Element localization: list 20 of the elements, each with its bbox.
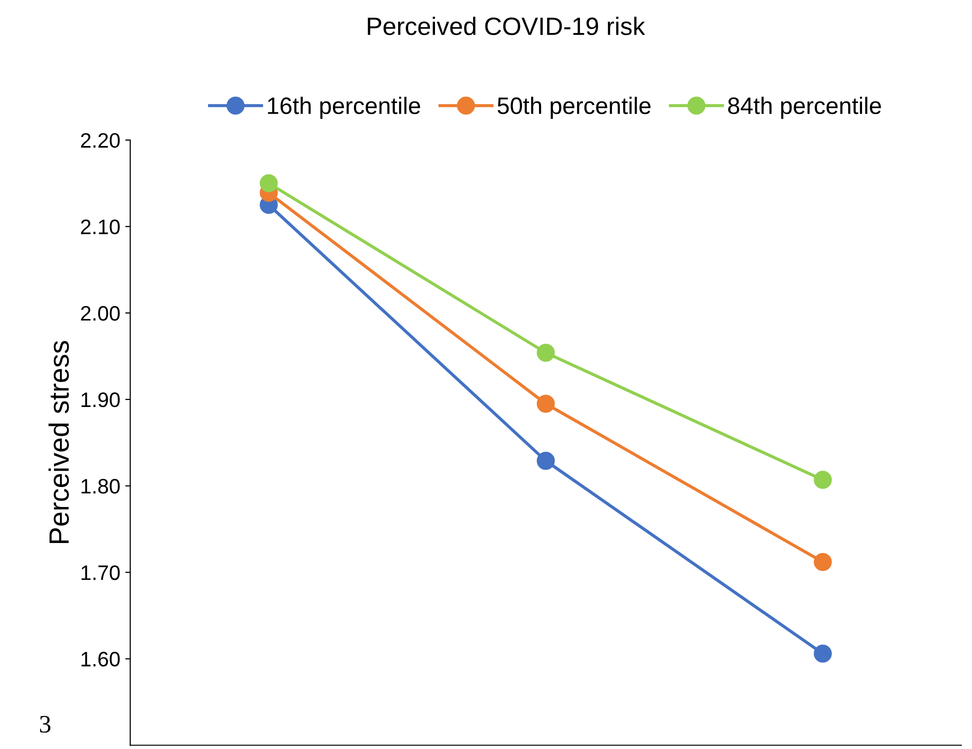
point [814, 470, 832, 489]
point [536, 452, 555, 470]
y-tick-label: 2.10 [81, 220, 120, 234]
chart-title: Perceived COVID-19 risk [368, 16, 646, 36]
point [814, 644, 832, 663]
legend-label: 16th percentile [268, 96, 420, 119]
y-tick-label: 1.90 [82, 392, 120, 408]
y-tick-label: 1.70 [82, 565, 120, 580]
point [260, 174, 278, 192]
legend-label: 50th percentile [498, 96, 651, 119]
legend-label: 84th percentile [728, 96, 881, 119]
y-tick-label: 1.80 [82, 478, 120, 494]
text: 3 [40, 716, 50, 733]
y-tick-label: 2.00 [81, 306, 120, 321]
point [536, 344, 555, 362]
point [814, 552, 832, 571]
y-axis-title: Perceived stress [48, 340, 69, 544]
y-tick-label: 2.20 [81, 133, 120, 148]
y-tick-label: 1.60 [82, 652, 120, 667]
point [536, 394, 555, 413]
